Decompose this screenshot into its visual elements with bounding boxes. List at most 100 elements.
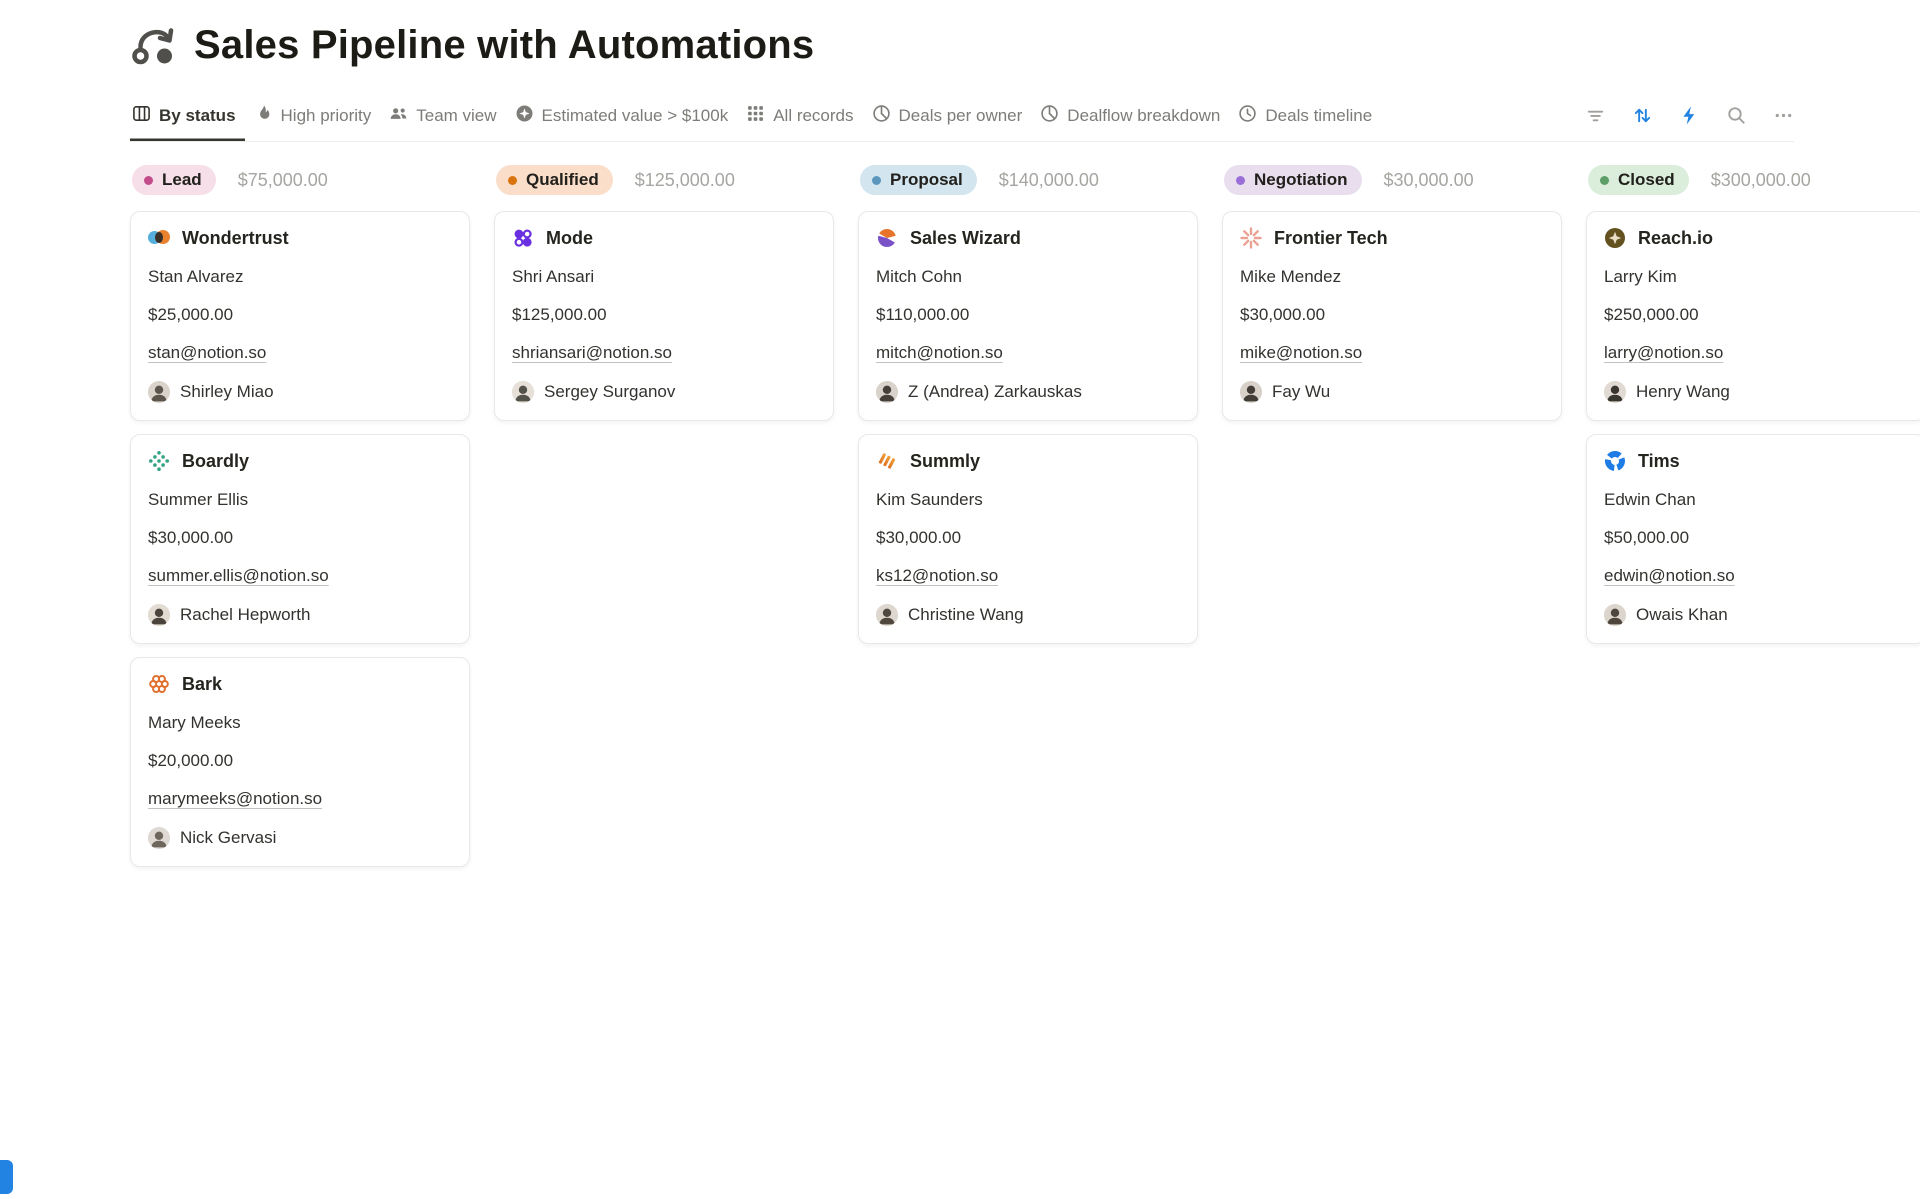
deal-email-link[interactable]: larry@notion.so: [1604, 343, 1724, 362]
deal-email-link[interactable]: ks12@notion.so: [876, 566, 999, 585]
deal-company: Reach.io: [1638, 227, 1714, 248]
deal-company: Boardly: [182, 450, 250, 471]
deal-card-bark[interactable]: Bark Mary Meeks $20,000.00 marymeeks@not…: [130, 657, 470, 867]
deal-email-link[interactable]: edwin@notion.so: [1604, 566, 1735, 585]
status-dot: [1600, 175, 1609, 185]
owner-avatar: [512, 381, 534, 403]
deal-email-link[interactable]: shriansari@notion.so: [512, 343, 672, 362]
boardly-logo: [148, 450, 170, 472]
tab-estimated-value[interactable]: Estimated value > $100k: [506, 94, 738, 141]
pie-chart-icon: [1040, 104, 1059, 128]
deal-card-sales-wizard[interactable]: Sales Wizard Mitch Cohn $110,000.00 mitc…: [858, 211, 1198, 421]
tab-label: High priority: [280, 106, 372, 125]
grid-table-icon: [746, 104, 765, 128]
owner-name: Nick Gervasi: [180, 828, 277, 847]
owner-avatar: [876, 604, 898, 626]
tab-label: All records: [773, 106, 854, 125]
search-icon[interactable]: [1725, 105, 1747, 127]
status-label: Lead: [162, 170, 202, 189]
page-title[interactable]: Sales Pipeline with Automations: [194, 22, 815, 67]
tab-label: Deals timeline: [1265, 106, 1373, 125]
view-toolbar: [1584, 105, 1794, 131]
deal-contact: Shri Ansari: [512, 267, 595, 286]
tab-high-priority[interactable]: High priority: [245, 94, 381, 141]
board-columns-icon: [132, 104, 151, 128]
tab-label: Team view: [416, 106, 497, 125]
deal-company: Summly: [910, 450, 981, 471]
deal-amount: $250,000.00: [1604, 305, 1699, 324]
deal-card-mode[interactable]: Mode Shri Ansari $125,000.00 shriansari@…: [494, 211, 834, 421]
column-total: $30,000.00: [1383, 169, 1474, 190]
deal-card-tims[interactable]: Tims Edwin Chan $50,000.00 edwin@notion.…: [1586, 434, 1920, 644]
owner-name: Fay Wu: [1272, 382, 1331, 401]
status-label: Qualified: [526, 170, 599, 189]
deal-amount: $30,000.00: [1240, 305, 1326, 324]
deal-contact: Summer Ellis: [148, 490, 249, 509]
column-total: $125,000.00: [634, 169, 735, 190]
tab-all-records[interactable]: All records: [737, 94, 862, 141]
tab-dealflow-breakdown[interactable]: Dealflow breakdown: [1031, 94, 1229, 141]
view-tab-bar: By status High priority: [130, 94, 1794, 142]
deal-email-link[interactable]: stan@notion.so: [148, 343, 267, 362]
help-widget-fragment[interactable]: [0, 1160, 13, 1194]
filter-icon[interactable]: [1584, 105, 1606, 127]
deal-contact: Stan Alvarez: [148, 267, 244, 286]
deal-card-frontier-tech[interactable]: Frontier Tech Mike Mendez $30,000.00 mik…: [1222, 211, 1562, 421]
column-header: Lead $75,000.00: [132, 163, 470, 197]
status-label: Closed: [1618, 170, 1675, 189]
deal-email-link[interactable]: summer.ellis@notion.so: [148, 566, 329, 585]
deal-amount: $30,000.00: [148, 528, 234, 547]
deal-amount: $20,000.00: [148, 751, 234, 770]
mode-logo: [512, 227, 534, 249]
status-pill-closed[interactable]: Closed: [1588, 165, 1689, 195]
tab-deals-timeline[interactable]: Deals timeline: [1229, 94, 1381, 141]
deal-email-link[interactable]: marymeeks@notion.so: [148, 789, 323, 808]
status-pill-lead[interactable]: Lead: [132, 165, 216, 195]
tab-by-status[interactable]: By status: [130, 94, 245, 141]
owner-avatar: [1604, 604, 1626, 626]
deal-contact: Mitch Cohn: [876, 267, 962, 286]
frontier-tech-logo: [1240, 227, 1262, 249]
deal-card-boardly[interactable]: Boardly Summer Ellis $30,000.00 summer.e…: [130, 434, 470, 644]
summly-logo: [876, 450, 898, 472]
owner-avatar: [148, 604, 170, 626]
deal-card-summly[interactable]: Summly Kim Saunders $30,000.00 ks12@noti…: [858, 434, 1198, 644]
deal-owner: Nick Gervasi: [148, 827, 452, 849]
automations-lightning-icon[interactable]: [1678, 105, 1700, 127]
deal-card-reachio[interactable]: Reach.io Larry Kim $250,000.00 larry@not…: [1586, 211, 1920, 421]
tab-deals-per-owner[interactable]: Deals per owner: [863, 94, 1032, 141]
status-label: Negotiation: [1254, 170, 1348, 189]
column-header: Proposal $140,000.00: [860, 163, 1198, 197]
status-pill-negotiation[interactable]: Negotiation: [1224, 165, 1362, 195]
deal-card-wondertrust[interactable]: Wondertrust Stan Alvarez $25,000.00 stan…: [130, 211, 470, 421]
more-ellipsis-icon[interactable]: [1772, 105, 1794, 127]
tab-team-view[interactable]: Team view: [380, 94, 505, 141]
status-pill-qualified[interactable]: Qualified: [496, 165, 613, 195]
column-header: Negotiation $30,000.00: [1224, 163, 1562, 197]
bark-logo: [148, 673, 170, 695]
tab-label: Estimated value > $100k: [541, 106, 729, 125]
sort-icon[interactable]: [1631, 105, 1653, 127]
automation-loop-icon: [130, 22, 176, 68]
deal-contact: Edwin Chan: [1604, 490, 1696, 509]
column-total: $140,000.00: [998, 169, 1099, 190]
page-header: Sales Pipeline with Automations: [0, 0, 1920, 68]
deal-contact: Mary Meeks: [148, 713, 241, 732]
deal-email-link[interactable]: mike@notion.so: [1240, 343, 1363, 362]
people-icon: [389, 104, 408, 128]
deal-owner: Sergey Surganov: [512, 381, 816, 403]
deal-amount: $125,000.00: [512, 305, 607, 324]
deal-company: Frontier Tech: [1274, 227, 1388, 248]
status-dot: [508, 175, 517, 185]
deal-email-link[interactable]: mitch@notion.so: [876, 343, 1003, 362]
owner-avatar: [1604, 381, 1626, 403]
tab-label: By status: [159, 106, 236, 125]
status-pill-proposal[interactable]: Proposal: [860, 165, 977, 195]
owner-avatar: [148, 381, 170, 403]
deal-amount: $110,000.00: [876, 305, 970, 324]
deal-amount: $30,000.00: [876, 528, 962, 547]
owner-name: Christine Wang: [908, 605, 1024, 624]
wondertrust-logo: [148, 227, 170, 249]
status-label: Proposal: [890, 170, 963, 189]
